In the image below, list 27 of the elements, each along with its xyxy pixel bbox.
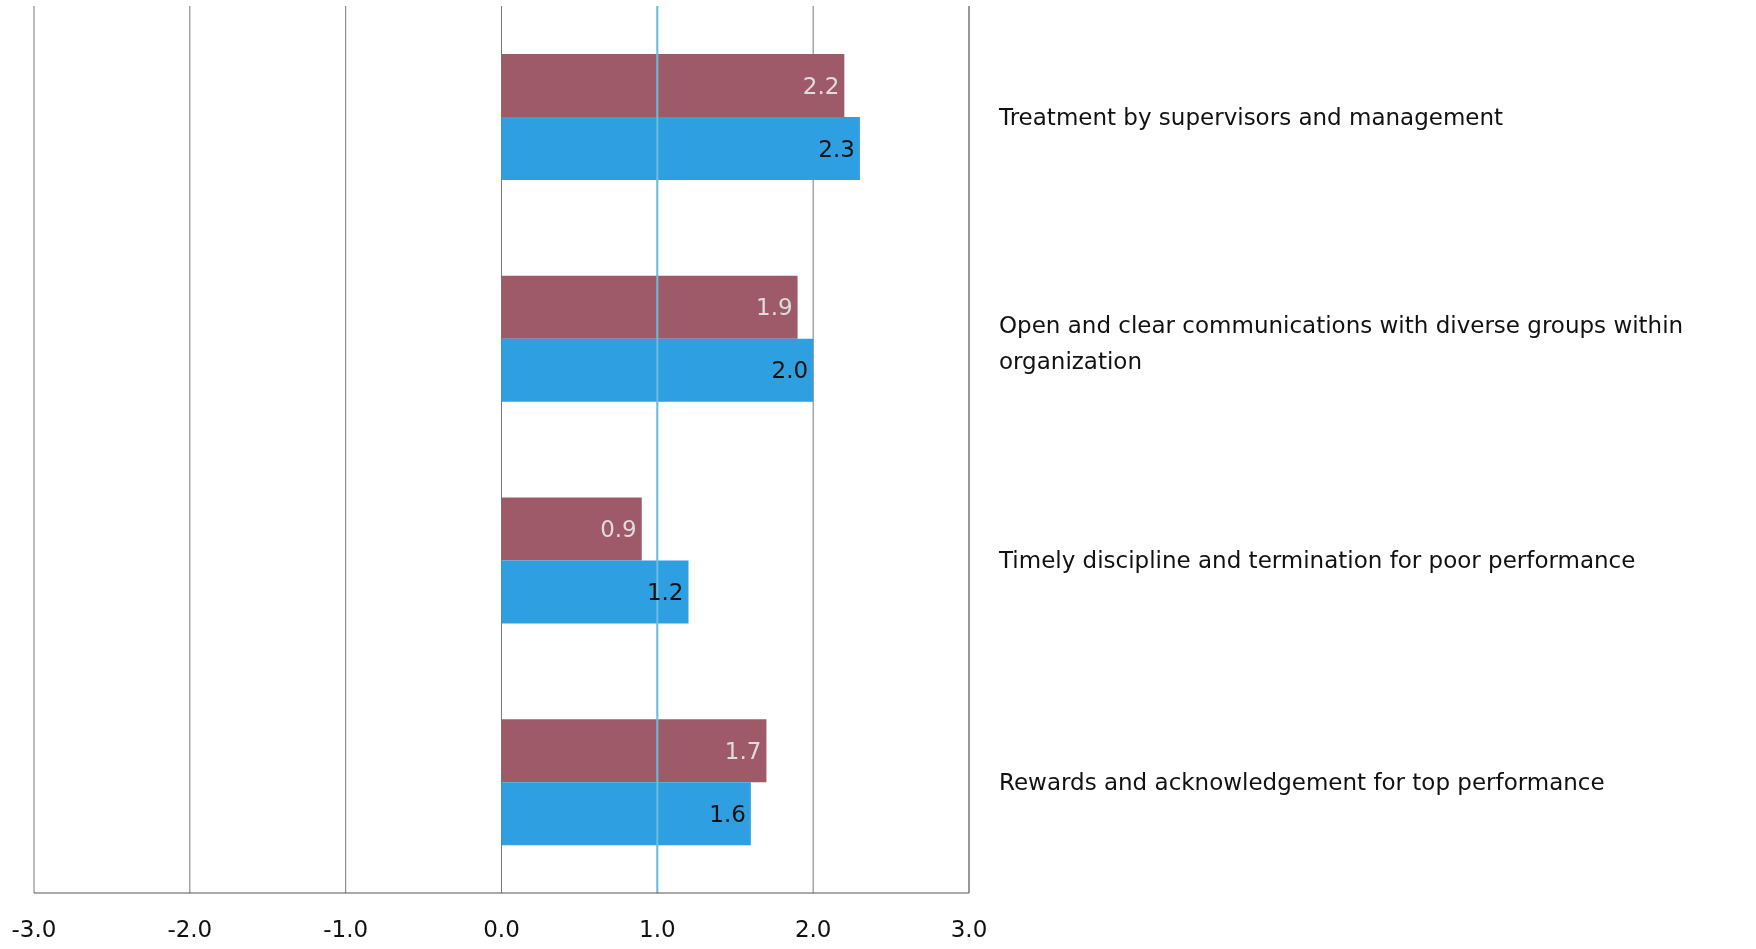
data-label: 1.9 <box>756 294 793 321</box>
data-label: 0.9 <box>600 516 637 543</box>
bar <box>501 719 767 783</box>
data-label: 1.2 <box>646 579 684 606</box>
data-label: 2.0 <box>771 357 809 384</box>
y-tick-label: Open and clear communications with diverse groups within organization <box>999 311 1684 374</box>
bar <box>501 275 798 339</box>
x-tick-label: -1.0 <box>323 916 369 943</box>
x-tick-label: 2.0 <box>794 916 832 943</box>
x-tick-label: -3.0 <box>11 916 57 943</box>
bar <box>501 338 814 402</box>
data-label: 2.3 <box>818 135 855 162</box>
x-tick-label: 1.0 <box>639 916 676 943</box>
x-tick-label: 3.0 <box>950 916 988 943</box>
data-label: 1.6 <box>709 800 746 827</box>
x-tick-label: 0.0 <box>483 916 520 943</box>
y-tick-label: Treatment by supervisors and management <box>998 103 1504 130</box>
x-tick-label: -2.0 <box>167 916 213 943</box>
bar <box>501 782 751 846</box>
data-label: 2.2 <box>802 72 840 99</box>
y-tick-label: Timely discipline and termination for poor performance <box>998 547 1636 574</box>
bar <box>501 117 860 180</box>
bar <box>501 560 689 624</box>
bar <box>501 54 845 117</box>
data-label: 1.7 <box>724 737 762 764</box>
y-tick-label: Rewards and acknowledgement for top performance <box>999 769 1605 796</box>
bar <box>501 497 642 561</box>
